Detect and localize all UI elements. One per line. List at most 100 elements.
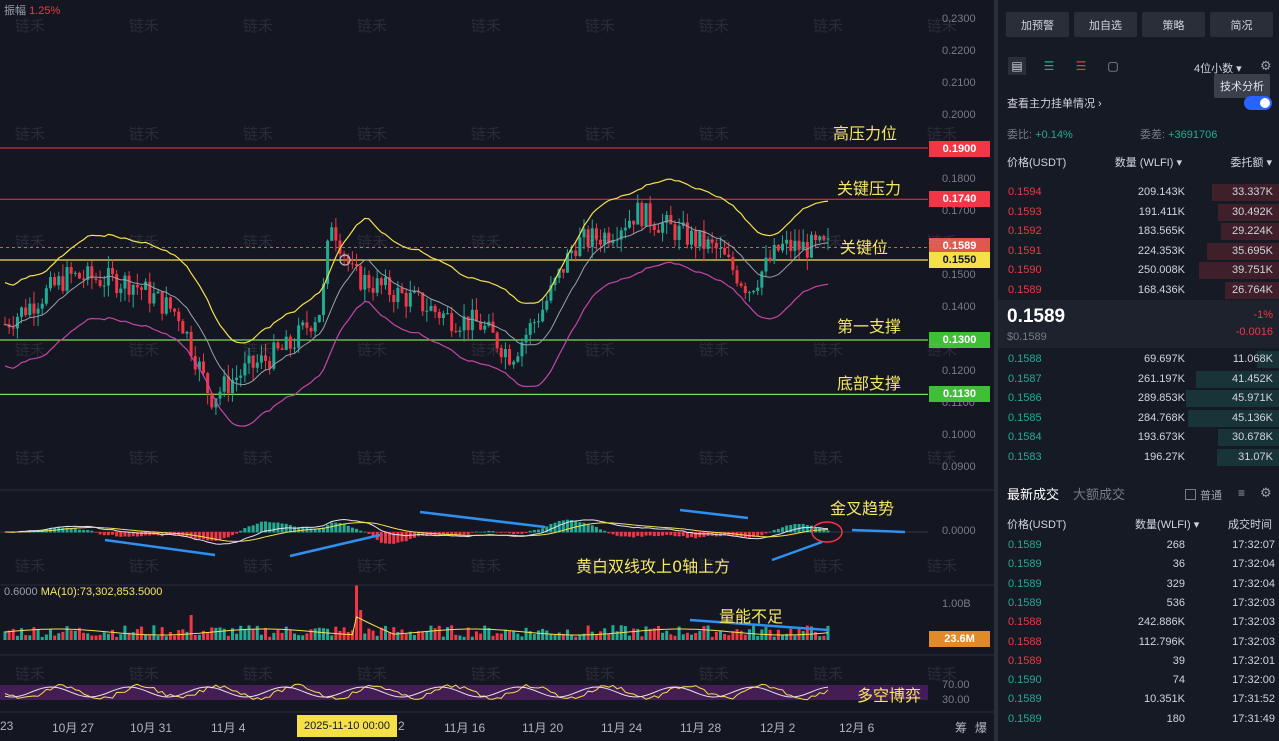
orderbook-both-icon[interactable]: ▤ <box>1008 57 1026 75</box>
volume-bar <box>822 635 826 640</box>
candle-body <box>640 202 644 227</box>
decimals-select[interactable]: 4位小数 ▾ <box>1194 63 1242 75</box>
volume-bar <box>321 628 325 640</box>
volume-bar <box>710 636 714 640</box>
orderbook-row[interactable]: 0.1590 250.008K 39.751K <box>998 261 1279 280</box>
main-force-link[interactable]: 查看主力挂单情况 › <box>1007 98 1102 110</box>
candle-body <box>48 277 52 289</box>
filter-icon[interactable]: ≡ <box>1238 486 1246 500</box>
panel-divider[interactable] <box>994 0 998 741</box>
orderbook-row[interactable]: 0.1593 191.411K 30.492K <box>998 203 1279 222</box>
volume-bar <box>36 628 40 640</box>
trade-price: 0.1589 <box>1008 539 1042 551</box>
add-alert-button[interactable]: 加预警 <box>1006 12 1069 37</box>
volume-bar <box>355 585 359 640</box>
macd-bar <box>632 532 636 538</box>
orderbook-asks-icon[interactable]: ☰ <box>1075 59 1087 73</box>
volume-bar <box>532 634 536 640</box>
settings-gear-icon[interactable]: ⚙ <box>1260 58 1272 73</box>
ob-amount-header[interactable]: 委托额 ▾ <box>1230 157 1272 169</box>
macd-bar <box>743 532 747 538</box>
orderbook-row[interactable]: 0.1587 261.197K 41.452K <box>998 370 1279 389</box>
macd-bar <box>144 532 148 536</box>
trade-qty: 268 <box>1166 539 1185 551</box>
ob-price: 0.1584 <box>1008 431 1042 443</box>
trade-price: 0.1589 <box>1008 558 1042 571</box>
volume-bar <box>57 633 61 640</box>
ob-qty-header[interactable]: 数量 (WLFI) ▾ <box>1114 157 1182 169</box>
orderbook-row[interactable]: 0.1585 284.768K 45.136K <box>998 409 1279 428</box>
orderbook-bids-icon[interactable]: ☰ <box>1043 59 1055 73</box>
ob-amount: 33.337K <box>1232 186 1273 198</box>
tr-qty-header[interactable]: 数量(WLFI) ▾ <box>1135 519 1200 531</box>
orderbook-row[interactable]: 0.1591 224.353K 35.695K <box>998 242 1279 261</box>
chart-area[interactable]: 振幅 1.25% 0.6000 MA(10):73,302,853.5000 0… <box>0 0 994 741</box>
candle-body <box>65 267 69 291</box>
volume-bar <box>392 627 396 640</box>
trades-settings-icon[interactable]: ⚙ <box>1260 485 1272 500</box>
macd-bar <box>367 532 371 534</box>
candle-body <box>718 247 722 249</box>
candle-body <box>429 305 433 311</box>
volume-bar <box>82 632 86 640</box>
volume-bar <box>483 625 487 640</box>
candle-body <box>532 322 536 324</box>
candle-body <box>111 268 115 275</box>
add-watchlist-button[interactable]: 加自选 <box>1074 12 1137 37</box>
orderbook-row[interactable]: 0.1586 289.853K 45.971K <box>998 389 1279 408</box>
volume-bar <box>350 630 354 640</box>
candle-body <box>491 321 495 333</box>
trade-row: 0.1590 74 17:32:00 <box>998 671 1279 690</box>
ob-qty: 289.853K <box>1137 392 1185 404</box>
volume-bar <box>640 636 644 640</box>
ob-price: 0.1583 <box>1008 450 1042 463</box>
ob-qty: 168.436K <box>1137 283 1185 296</box>
liquidation-icon-label[interactable]: 爆 <box>975 721 988 735</box>
price-axis-label: 0.1000 <box>942 429 976 441</box>
orderbook-row[interactable]: 0.1583 196.27K 31.07K <box>998 448 1279 467</box>
macd-bar <box>648 532 652 536</box>
fullscreen-icon[interactable]: ▢ <box>1107 59 1119 73</box>
macd-bar <box>760 532 764 536</box>
main-force-toggle[interactable] <box>1244 96 1272 110</box>
orderbook-row[interactable]: 0.1588 69.697K 11.068K <box>998 350 1279 369</box>
volume-bar <box>508 630 512 640</box>
macd-bar <box>474 531 478 533</box>
candle-body <box>363 274 367 290</box>
volume-bar <box>632 628 636 640</box>
price-chart[interactable] <box>0 0 994 741</box>
macd-bar <box>230 532 234 536</box>
ob-price: 0.1589 <box>1008 283 1042 296</box>
strategy-button[interactable]: 策略 <box>1142 12 1205 37</box>
candle-body <box>723 247 727 255</box>
volume-bar <box>421 632 425 640</box>
trade-qty: 10.351K <box>1144 693 1185 706</box>
volume-bar <box>474 631 478 640</box>
volume-bar <box>214 627 218 640</box>
volume-bar <box>512 631 516 640</box>
volume-bar <box>73 630 77 640</box>
normal-checkbox[interactable]: 普通 <box>1185 487 1222 503</box>
macd-bar <box>466 532 470 535</box>
candle-body <box>797 240 801 250</box>
candle-body <box>309 327 313 332</box>
candle-body <box>11 327 15 329</box>
macd-bar <box>607 532 611 534</box>
volume-bar <box>809 626 813 640</box>
chips-icon-label[interactable]: 筹 <box>955 721 968 735</box>
candle-body <box>785 239 789 244</box>
tab-latest-trades[interactable]: 最新成交 <box>1007 487 1060 502</box>
orderbook-row[interactable]: 0.1589 168.436K 26.764K <box>998 281 1279 300</box>
trade-price: 0.1589 <box>1008 712 1042 725</box>
volume-bar <box>698 630 702 640</box>
orderbook-row[interactable]: 0.1584 193.673K 30.678K <box>998 428 1279 447</box>
volume-bar <box>20 628 24 640</box>
orderbook-row[interactable]: 0.1594 209.143K 33.337K <box>998 183 1279 202</box>
orderbook-row[interactable]: 0.1592 183.565K 29.224K <box>998 222 1279 241</box>
tab-large-trades[interactable]: 大额成交 <box>1073 487 1126 502</box>
candle-body <box>677 225 681 240</box>
volume-bar <box>15 635 19 640</box>
overview-button[interactable]: 简况 <box>1210 12 1273 37</box>
volume-bar <box>65 626 69 640</box>
candle-body <box>375 278 379 293</box>
